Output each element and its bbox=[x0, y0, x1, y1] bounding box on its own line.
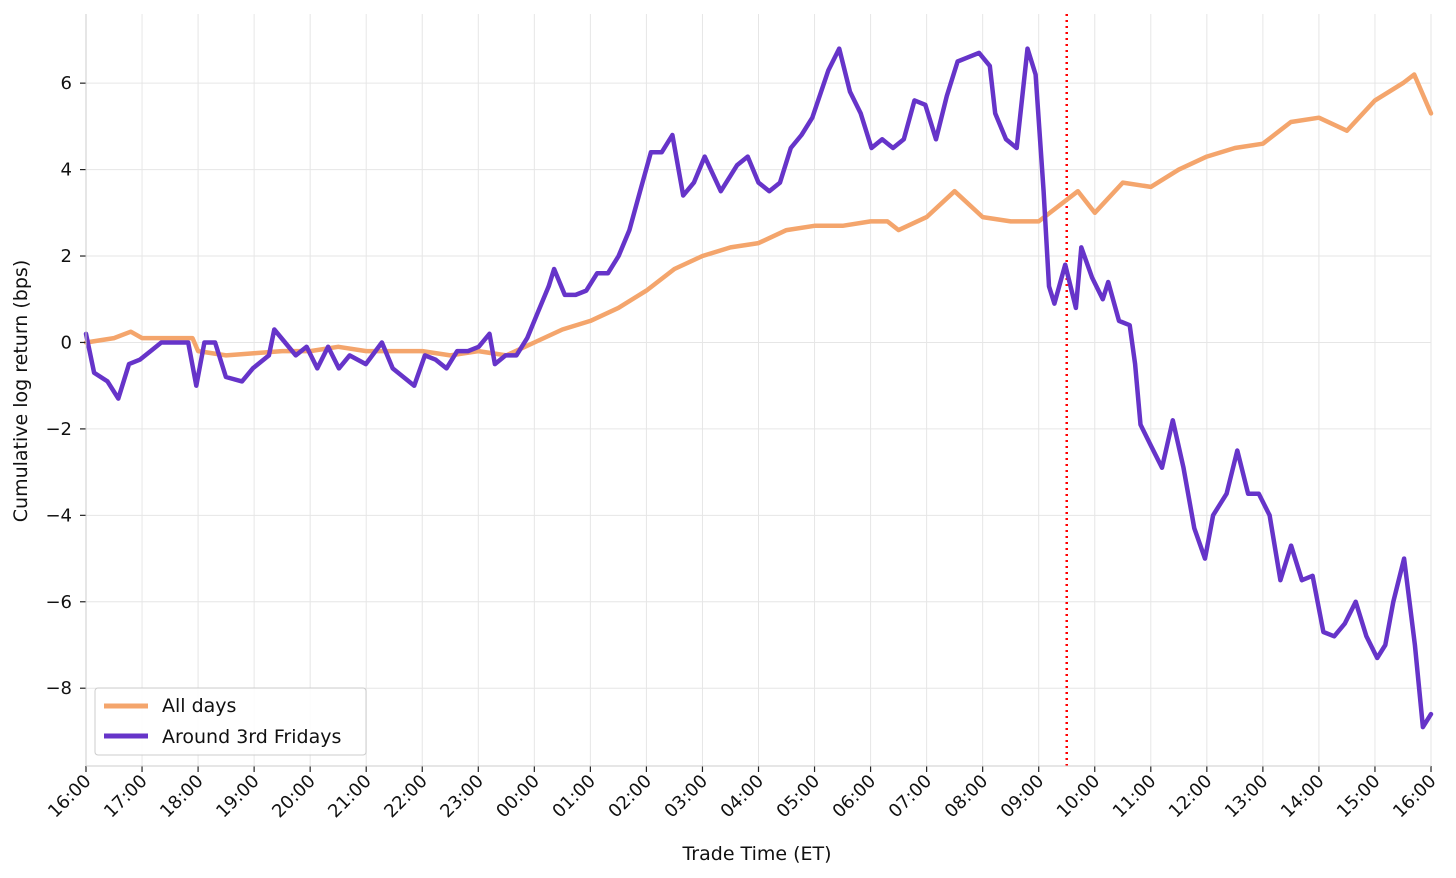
y-tick-label: 6 bbox=[61, 73, 72, 94]
y-tick-label: 0 bbox=[61, 332, 72, 353]
x-axis-label: Trade Time (ET) bbox=[681, 843, 831, 865]
x-tick-label: 13:00 bbox=[1221, 771, 1273, 823]
series-line-all-days bbox=[83, 72, 1434, 358]
y-tick-label: −6 bbox=[45, 592, 72, 613]
x-tick-label: 20:00 bbox=[268, 771, 320, 823]
x-tick-label: 07:00 bbox=[885, 771, 937, 823]
legend-label-around-3rd-fridays: Around 3rd Fridays bbox=[162, 726, 341, 748]
x-tick-label: 11:00 bbox=[1109, 771, 1161, 823]
x-tick-label: 01:00 bbox=[548, 771, 600, 823]
legend-box bbox=[94, 687, 367, 756]
x-tick-label: 02:00 bbox=[604, 771, 656, 823]
series-line-around-3rd-fridays bbox=[83, 46, 1434, 730]
x-tick-label: 09:00 bbox=[997, 771, 1049, 823]
x-tick-label: 22:00 bbox=[380, 771, 432, 823]
x-tick-label: 04:00 bbox=[717, 771, 769, 823]
x-tick-label: 21:00 bbox=[324, 771, 376, 823]
x-tick-label: 15:00 bbox=[1333, 771, 1385, 823]
x-tick-label: 05:00 bbox=[773, 771, 825, 823]
y-tick-label: 2 bbox=[61, 246, 72, 267]
x-tick-label: 18:00 bbox=[156, 771, 208, 823]
y-tick-label: −2 bbox=[45, 419, 72, 440]
x-tick-label: 17:00 bbox=[100, 771, 152, 823]
x-tick-label: 23:00 bbox=[436, 771, 488, 823]
grid bbox=[85, 14, 1432, 766]
series-group bbox=[83, 46, 1434, 730]
y-tick-label: −4 bbox=[45, 505, 72, 526]
x-tick-label: 06:00 bbox=[829, 771, 881, 823]
x-tick-label: 10:00 bbox=[1053, 771, 1105, 823]
x-tick-label: 03:00 bbox=[660, 771, 712, 823]
legend: All days Around 3rd Fridays bbox=[94, 687, 367, 756]
x-tick-label: 00:00 bbox=[492, 771, 544, 823]
y-tick-label: 4 bbox=[61, 160, 72, 181]
x-tick-label: 16:00 bbox=[1389, 771, 1441, 823]
x-tick-label: 14:00 bbox=[1277, 771, 1329, 823]
x-tick-label: 16:00 bbox=[44, 771, 96, 823]
x-tick-label: 12:00 bbox=[1165, 771, 1217, 823]
x-axis: 16:00 17:00 18:00 19:00 20:00 21:00 22:00 23:00… bbox=[44, 765, 1441, 823]
x-tick-label: 19:00 bbox=[212, 771, 264, 823]
legend-label-all-days: All days bbox=[162, 695, 236, 717]
y-tick-label: −8 bbox=[45, 678, 72, 699]
y-axis-label: Cumulative log return (bps) bbox=[10, 260, 32, 522]
y-axis: 6 4 2 0 −2 −4 −6 −8 bbox=[45, 14, 87, 766]
x-tick-label: 08:00 bbox=[941, 771, 993, 823]
